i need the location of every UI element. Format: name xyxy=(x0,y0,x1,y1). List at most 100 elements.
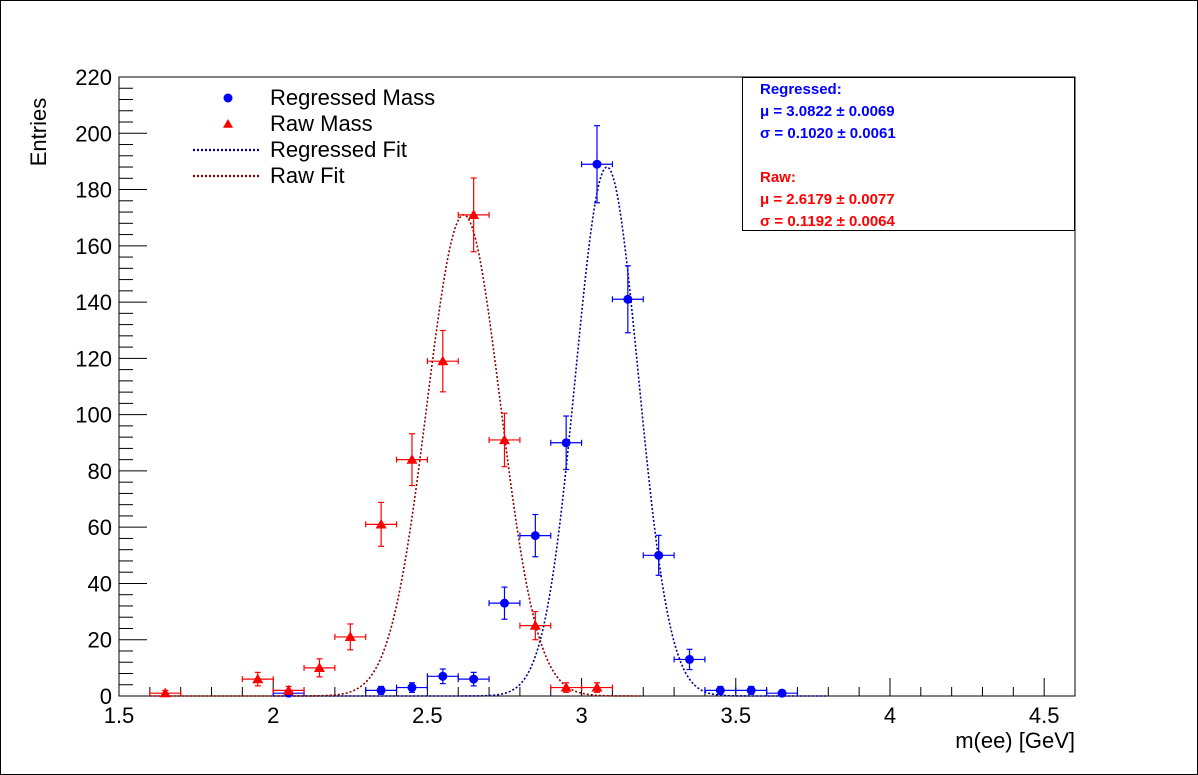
y-tick-label: 0 xyxy=(100,684,112,709)
regressed-mu: μ = 3.0822 ± 0.0069 xyxy=(760,103,895,120)
data-point xyxy=(272,684,305,695)
y-tick-label: 220 xyxy=(75,65,112,90)
x-tick-label: 3 xyxy=(575,703,587,728)
data-point xyxy=(426,668,459,685)
x-tick-label: 2 xyxy=(267,703,279,728)
data-point xyxy=(642,534,675,576)
legend-marker xyxy=(223,119,233,128)
data-point xyxy=(550,682,583,693)
point-marker xyxy=(407,683,417,693)
point-marker xyxy=(438,671,448,681)
data-point xyxy=(488,412,521,468)
data-point xyxy=(673,648,706,671)
regressed-fit-curve xyxy=(273,166,829,697)
y-tick-label: 120 xyxy=(75,346,112,371)
fit-curves xyxy=(149,166,829,697)
data-point xyxy=(426,329,459,393)
point-marker xyxy=(715,685,725,695)
x-tick-label: 4.5 xyxy=(1029,703,1060,728)
point-marker xyxy=(777,688,787,698)
point-marker xyxy=(159,687,171,698)
x-tick-label: 3.5 xyxy=(720,703,751,728)
point-marker xyxy=(469,674,479,684)
legend-label: Raw Fit xyxy=(270,163,345,188)
point-marker xyxy=(499,598,509,608)
x-axis-label: m(ee) [GeV] xyxy=(955,728,1075,753)
data-point xyxy=(149,687,182,698)
data-point xyxy=(241,671,274,687)
y-tick-label: 20 xyxy=(88,628,112,653)
data-point xyxy=(519,610,552,641)
point-marker xyxy=(344,631,356,642)
data-point xyxy=(303,658,336,678)
data-point xyxy=(735,685,768,695)
x-tick-label: 1.5 xyxy=(104,703,135,728)
data-point xyxy=(334,623,367,651)
point-marker xyxy=(376,685,386,695)
point-marker xyxy=(498,434,510,445)
point-marker xyxy=(746,685,756,695)
data-point xyxy=(365,501,398,547)
data-point xyxy=(395,682,428,693)
regressed-title: Regressed: xyxy=(760,81,842,98)
y-tick-label: 160 xyxy=(75,234,112,259)
point-marker xyxy=(591,682,603,692)
data-point xyxy=(580,125,614,204)
y-tick-label: 100 xyxy=(75,403,112,428)
plot-frame xyxy=(118,76,1076,697)
y-tick-label: 60 xyxy=(88,515,112,540)
y-tick-label: 200 xyxy=(75,121,112,146)
point-marker xyxy=(406,454,418,464)
legend-item: Raw Fit xyxy=(193,163,345,188)
point-marker xyxy=(313,662,325,672)
raw-title: Raw: xyxy=(760,169,796,186)
point-marker xyxy=(561,438,571,448)
point-marker xyxy=(283,684,295,695)
fit-results-box: Regressed: μ = 3.0822 ± 0.0069 σ = 0.102… xyxy=(742,77,1075,231)
legend-item: Raw Mass xyxy=(223,111,373,136)
data-point xyxy=(457,671,490,687)
raw-mu: μ = 2.6179 ± 0.0077 xyxy=(760,191,895,208)
data-point xyxy=(766,688,799,698)
legend-marker xyxy=(223,93,233,103)
y-axis-label: Entries xyxy=(26,98,51,166)
raw-sigma: σ = 0.1192 ± 0.0064 xyxy=(760,213,895,230)
raw-mass-series xyxy=(149,177,614,698)
legend-item: Regressed Mass xyxy=(223,85,435,110)
point-marker xyxy=(560,682,572,692)
point-marker xyxy=(529,620,541,630)
axes: 1.5 2 2.5 3 3.5 4 4.5 0 20 40 60 80 100 120 140 160 180 2… xyxy=(75,65,1076,728)
data-point xyxy=(365,685,398,695)
point-marker xyxy=(685,654,695,664)
x-tick-label: 2.5 xyxy=(412,703,443,728)
raw-fit-curve xyxy=(149,214,644,697)
y-tick-label: 180 xyxy=(75,178,112,203)
y-tick-label: 140 xyxy=(75,290,112,315)
data-point xyxy=(550,415,583,471)
point-marker xyxy=(375,518,387,529)
legend-label: Raw Mass xyxy=(270,111,373,136)
data-point xyxy=(395,433,428,487)
point-marker xyxy=(468,209,480,219)
regressed-sigma: σ = 0.1020 ± 0.0061 xyxy=(760,125,896,142)
data-point xyxy=(519,513,552,558)
legend-label: Regressed Fit xyxy=(270,137,407,162)
data-point xyxy=(611,265,644,334)
y-tick-label: 80 xyxy=(88,459,112,484)
legend-item: Regressed Fit xyxy=(193,137,407,162)
data-point xyxy=(457,177,490,253)
data-points xyxy=(149,125,799,698)
y-tick-label: 40 xyxy=(88,571,112,596)
data-point xyxy=(488,586,521,620)
legend-label: Regressed Mass xyxy=(270,85,435,110)
point-marker xyxy=(654,550,664,560)
point-marker xyxy=(530,531,540,541)
data-point xyxy=(580,682,614,693)
point-marker xyxy=(592,159,602,169)
point-marker xyxy=(437,355,449,366)
x-tick-label: 4 xyxy=(884,703,896,728)
point-marker xyxy=(623,294,633,304)
point-marker xyxy=(252,673,264,684)
